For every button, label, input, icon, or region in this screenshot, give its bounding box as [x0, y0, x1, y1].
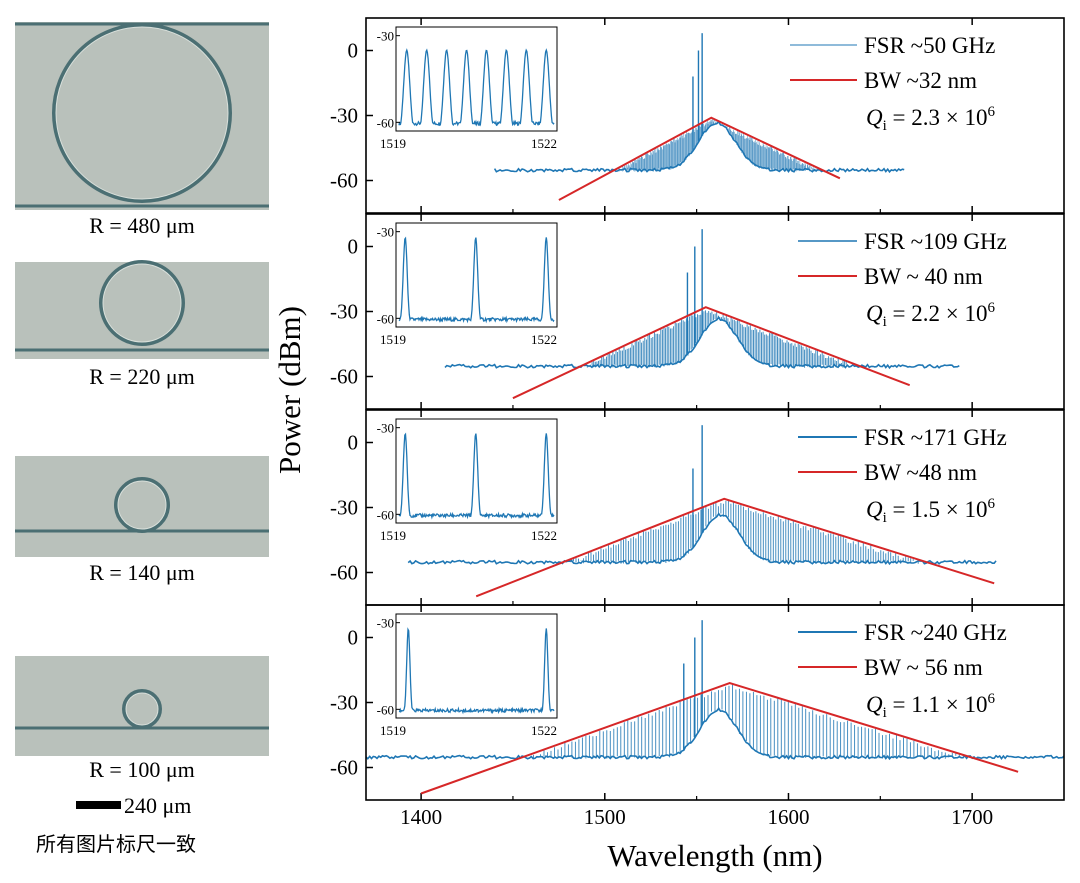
- legend-label-fsr: FSR ~50 GHz: [864, 33, 995, 58]
- inset-resonances: [398, 48, 555, 127]
- microring: [114, 477, 170, 533]
- inset-y-tick-label: -60: [377, 702, 394, 717]
- legend-2: FSR ~109 GHz BW ~ 40 nm Qi = 2.2 × 106: [798, 229, 1007, 330]
- inset-y-tick-label: -60: [377, 115, 394, 130]
- ring-radius-label: R = 480 μm: [89, 213, 195, 238]
- microring-highlight: [102, 263, 182, 343]
- legend-label-fsr: FSR ~240 GHz: [864, 620, 1007, 645]
- inset-y-tick-label: -60: [377, 311, 394, 326]
- panel-frame: [365, 213, 1065, 410]
- bandwidth-envelope: [558, 116, 841, 201]
- inset-y-tick-label: -30: [377, 29, 394, 44]
- bandwidth-envelope: [475, 497, 995, 598]
- legend-label-qi: Qi = 2.2 × 106: [866, 300, 996, 330]
- inset-4: -30 -60 1519 1522: [377, 613, 558, 738]
- inset-resonances: [398, 432, 555, 520]
- spectrum-panel-4: 1400 1500 1600 1700 0 -30 -60 -30 -60 1519 1522 FSR…: [330, 604, 1065, 829]
- inset-frame: [395, 222, 558, 328]
- inset-frame: [395, 613, 558, 719]
- y-tick-label: 0: [348, 626, 359, 650]
- microring-highlight: [125, 692, 159, 726]
- inset-y-tick-label: -30: [377, 225, 394, 240]
- legend-4: FSR ~240 GHz BW ~ 56 nm Qi = 1.1 × 106: [798, 620, 1007, 721]
- y-tick-label: 0: [348, 39, 359, 63]
- photo-panel: [15, 456, 269, 557]
- photo-panel: [15, 656, 269, 756]
- spectra-panels: 0 -30 -60 -30 -60 1519 1522 FSR ~50 GHz BW ~32 n…: [330, 17, 1065, 829]
- inset-2: -30 -60 1519 1522: [377, 222, 558, 347]
- scale-bar-line: [76, 801, 121, 809]
- legend-label-qi: Qi = 1.5 × 106: [866, 496, 996, 526]
- bandwidth-envelope: [420, 681, 1019, 795]
- legend-label-qi: Qi = 1.1 × 106: [866, 691, 996, 721]
- y-tick-label: -30: [330, 300, 358, 324]
- x-tick-label: 1500: [584, 805, 626, 829]
- legend-label-bw: BW ~ 56 nm: [864, 655, 983, 680]
- microring: [99, 260, 185, 346]
- y-tick-label: -60: [330, 756, 358, 780]
- inset-x-tick-label: 1522: [531, 332, 557, 347]
- inset-y-tick-label: -30: [377, 421, 394, 436]
- microring-highlight: [55, 26, 229, 200]
- legend-label-bw: BW ~32 nm: [864, 68, 977, 93]
- ring-radius-label: R = 220 μm: [89, 364, 195, 389]
- inset-1: -30 -60 1519 1522: [377, 26, 558, 151]
- inset-resonances: [398, 236, 555, 324]
- spectrum-panel-3: 0 -30 -60 -30 -60 1519 1522 FSR ~171 GHz BW ~48 …: [330, 409, 1065, 606]
- x-tick-label: 1400: [400, 805, 442, 829]
- inset-y-tick-label: -60: [377, 507, 394, 522]
- y-tick-label: -30: [330, 104, 358, 128]
- inset-x-tick-label: 1519: [380, 136, 406, 151]
- x-tick-label: 1600: [767, 805, 809, 829]
- inset-resonances: [398, 627, 555, 715]
- spectrum-panel-2: 0 -30 -60 -30 -60 1519 1522 FSR ~109 GHz BW ~ 40…: [330, 213, 1065, 410]
- comb-lines: [570, 500, 919, 564]
- inset-x-tick-label: 1519: [380, 528, 406, 543]
- panel-frame: [365, 604, 1065, 801]
- inset-x-tick-label: 1519: [380, 723, 406, 738]
- y-tick-label: -30: [330, 496, 358, 520]
- scale-bar: 240 μm 所有图片标尺一致: [36, 793, 196, 856]
- legend-3: FSR ~171 GHz BW ~48 nm Qi = 1.5 × 106: [798, 425, 1007, 526]
- y-tick-label: -60: [330, 561, 358, 585]
- inset-x-tick-label: 1522: [531, 528, 557, 543]
- y-axis-title: Power (dBm): [272, 306, 307, 474]
- x-tick-label: 1700: [951, 805, 993, 829]
- y-tick-label: 0: [348, 431, 359, 455]
- y-tick-label: -30: [330, 691, 358, 715]
- microring: [122, 689, 162, 729]
- legend-label-fsr: FSR ~171 GHz: [864, 425, 1007, 450]
- spectrum-panel-1: 0 -30 -60 -30 -60 1519 1522 FSR ~50 GHz BW ~32 n…: [330, 17, 1065, 214]
- inset-x-tick-label: 1519: [380, 332, 406, 347]
- panel-frame: [365, 17, 1065, 214]
- legend-1: FSR ~50 GHz BW ~32 nm Qi = 2.3 × 106: [790, 33, 996, 134]
- inset-3: -30 -60 1519 1522: [377, 418, 558, 543]
- legend-label-bw: BW ~48 nm: [864, 460, 977, 485]
- microring-highlight: [117, 480, 167, 530]
- microring-photos: R = 480 μm R = 220 μm R = 140 μm R = 100 μm: [15, 22, 269, 782]
- legend-label-fsr: FSR ~109 GHz: [864, 229, 1007, 254]
- bandwidth-envelope: [512, 306, 911, 400]
- microring: [52, 23, 232, 203]
- legend-label-bw: BW ~ 40 nm: [864, 264, 983, 289]
- inset-x-tick-label: 1522: [531, 136, 557, 151]
- inset-frame: [395, 26, 558, 132]
- ring-radius-label: R = 140 μm: [89, 560, 195, 585]
- photo-panel: [15, 22, 269, 210]
- inset-x-tick-label: 1522: [531, 723, 557, 738]
- inset-y-tick-label: -30: [377, 616, 394, 631]
- y-tick-label: -60: [330, 169, 358, 193]
- scale-note: 所有图片标尺一致: [36, 832, 196, 856]
- y-tick-label: -60: [330, 365, 358, 389]
- legend-label-qi: Qi = 2.3 × 106: [866, 104, 996, 134]
- y-tick-label: 0: [348, 235, 359, 259]
- comb-lines: [582, 310, 858, 368]
- comb-lines: [618, 119, 820, 172]
- x-axis-title: Wavelength (nm): [607, 838, 822, 873]
- ring-radius-label: R = 100 μm: [89, 757, 195, 782]
- scale-bar-label: 240 μm: [124, 793, 191, 818]
